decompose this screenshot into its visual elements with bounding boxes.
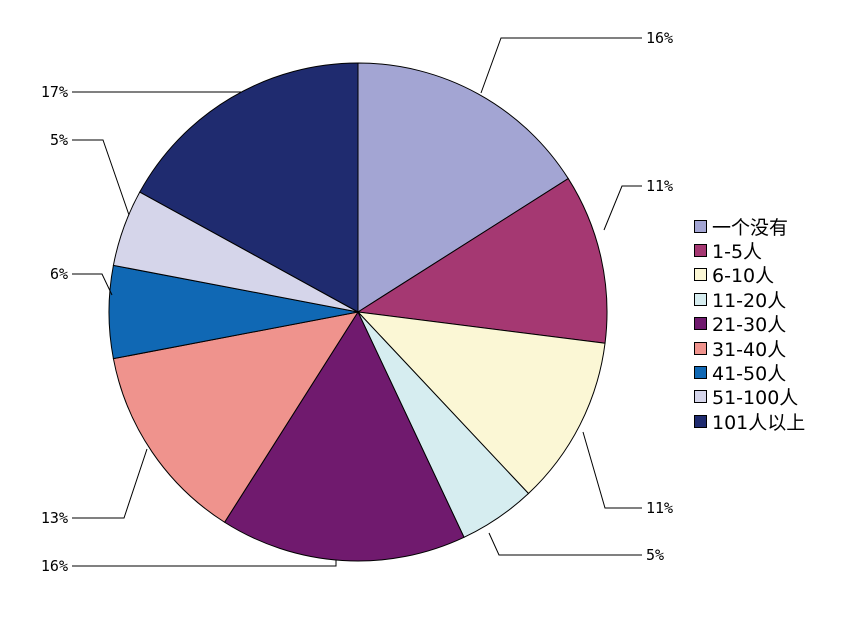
pie-slice-9	[139, 62, 359, 313]
pie-slice-6	[112, 311, 360, 523]
data-label-4: 5%	[646, 546, 664, 564]
legend-label: 11-20人	[712, 289, 787, 312]
legend-label: 21-30人	[712, 314, 787, 337]
pie-slice-3	[356, 311, 606, 495]
legend-swatch	[694, 414, 707, 428]
leader-line-2	[603, 185, 642, 231]
chart-legend: 一个没有 1-5人 6-10人 11-20人 21-30人 31-40人 41-50人 51-…	[694, 214, 844, 434]
data-label-1: 16%	[646, 29, 673, 47]
leader-line-1	[480, 37, 642, 94]
legend-label: 101人以上	[712, 411, 806, 434]
data-label-3: 11%	[646, 499, 673, 517]
legend-item-6: 31-40人	[694, 336, 844, 361]
legend-swatch	[694, 317, 707, 331]
leader-line-4	[488, 532, 642, 556]
legend-label: 一个没有	[712, 216, 789, 239]
leader-line-8	[72, 139, 130, 216]
legend-item-4: 11-20人	[694, 287, 844, 312]
pie-slice-2	[356, 177, 608, 344]
data-label-5: 16%	[41, 557, 68, 575]
leader-line-3	[582, 431, 642, 509]
legend-item-9: 101人以上	[694, 409, 844, 434]
legend-label: 31-40人	[712, 338, 787, 361]
data-label-2: 11%	[646, 177, 673, 195]
legend-swatch	[694, 292, 707, 306]
legend-swatch	[694, 390, 707, 404]
legend-swatch	[694, 219, 707, 233]
legend-item-5: 21-30人	[694, 312, 844, 336]
leader-line-5	[72, 560, 337, 567]
legend-item-1: 一个没有	[694, 214, 844, 239]
legend-label: 51-100人	[712, 387, 799, 410]
legend-swatch	[694, 341, 707, 355]
legend-label: 41-50人	[712, 363, 787, 386]
legend-label: 1-5人	[712, 241, 763, 264]
data-label-6: 13%	[41, 509, 68, 527]
legend-swatch	[694, 268, 707, 282]
data-label-8: 5%	[50, 131, 68, 149]
data-label-7: 6%	[50, 265, 68, 283]
legend-item-8: 51-100人	[694, 385, 844, 409]
leader-line-7	[72, 273, 113, 296]
legend-label: 6-10人	[712, 265, 775, 288]
legend-item-2: 1-5人	[694, 238, 844, 264]
legend-item-3: 6-10人	[694, 263, 844, 287]
legend-swatch	[694, 244, 707, 258]
leader-line-6	[72, 448, 148, 519]
pie-slice-1	[357, 62, 569, 313]
legend-item-7: 41-50人	[694, 360, 844, 386]
data-label-9: 17%	[41, 83, 68, 101]
pie-slice-5	[223, 310, 465, 562]
legend-swatch	[694, 366, 707, 380]
